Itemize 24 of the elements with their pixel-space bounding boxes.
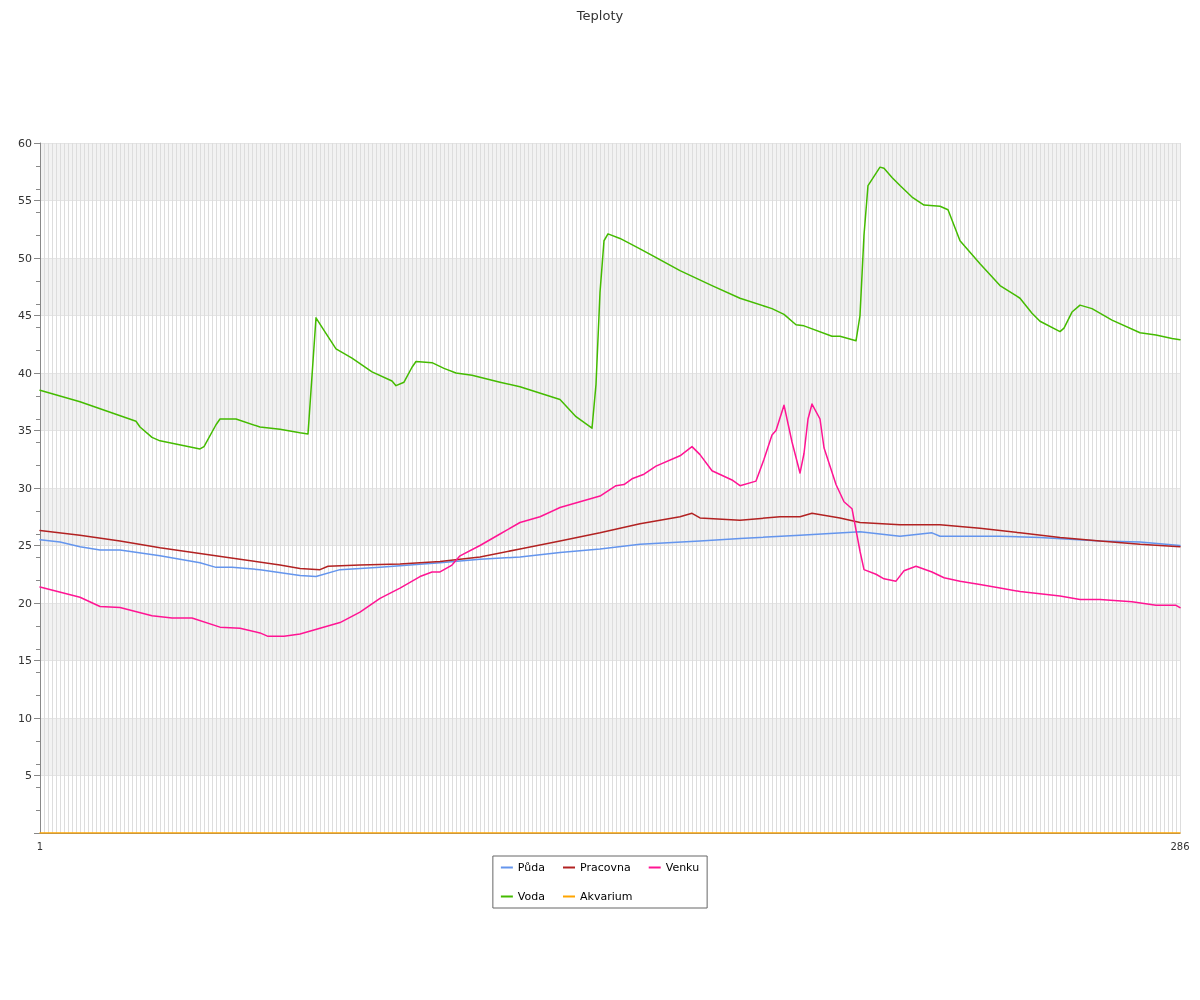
x-tick-label: 1 — [36, 840, 44, 852]
y-tick-label: 15 — [18, 654, 32, 667]
y-tick-label: 40 — [18, 366, 32, 380]
chart-title: Teploty — [575, 8, 624, 23]
legend-label: Půda — [517, 861, 546, 874]
legend-label: Akvarium — [580, 890, 633, 903]
y-tick-label: 50 — [18, 251, 32, 265]
y-tick-label: 55 — [18, 194, 32, 207]
line-series — [39, 512, 1181, 571]
line-series — [39, 166, 1181, 450]
legend-label: Venku — [665, 861, 700, 874]
y-tick-label: 25 — [18, 539, 32, 552]
x-tick-label: 286 — [1170, 840, 1190, 852]
y-tick-label: 30 — [18, 481, 32, 495]
line-series — [39, 403, 1181, 638]
line-series — [39, 530, 1181, 578]
y-tick-label: 45 — [18, 309, 32, 322]
y-tick-label: 5 — [25, 769, 32, 782]
legend-label: Voda — [517, 890, 545, 903]
y-tick-label: 35 — [18, 424, 32, 437]
legend-label: Pracovna — [580, 861, 631, 874]
y-tick-label: 60 — [18, 136, 32, 150]
y-tick-label: 20 — [18, 596, 32, 610]
y-tick-label: 10 — [18, 711, 32, 725]
